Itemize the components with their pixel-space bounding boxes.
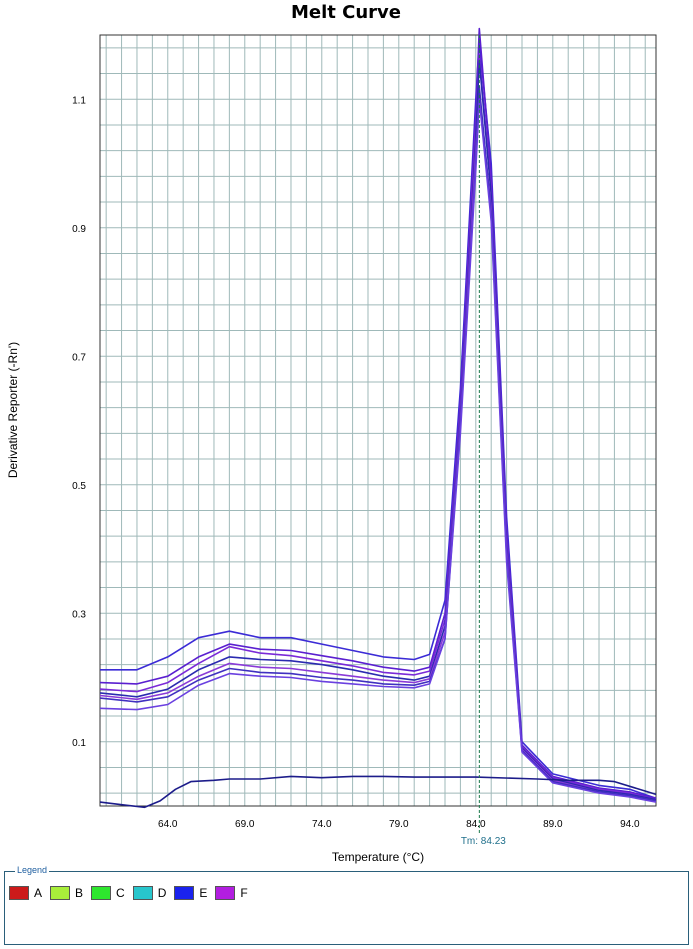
chart-title: Melt Curve — [291, 2, 401, 23]
legend-swatch — [91, 886, 112, 900]
y-axis-ticks: 0.1 0.3 0.5 0.7 0.9 1.1 — [72, 95, 86, 749]
grid — [100, 35, 656, 806]
legend-label: D — [157, 886, 167, 900]
legend-item-a: A — [9, 886, 42, 900]
series-line-4 — [99, 59, 657, 801]
x-axis-label: Temperature (°C) — [332, 850, 424, 864]
legend-item-e: E — [174, 886, 207, 900]
legend-label: A — [34, 886, 43, 900]
legend-label: B — [75, 886, 84, 900]
x-tick-label: 84.0 — [466, 819, 486, 830]
x-tick-label: 64.0 — [158, 819, 178, 830]
y-axis-label: Derivative Reporter (-Rn') — [6, 342, 20, 478]
x-tick-label: 89.0 — [543, 819, 563, 830]
legend-item-f: F — [215, 886, 248, 900]
legend-label: E — [199, 886, 208, 900]
series-line-8 — [99, 775, 657, 809]
x-tick-label: 69.0 — [235, 819, 255, 830]
legend-label: F — [240, 886, 248, 900]
legend-items: A B C D E F — [9, 886, 256, 900]
legend-swatch — [132, 886, 153, 900]
legend-item-b: B — [50, 886, 83, 900]
tm-marker-label: Tm: 84.23 — [461, 836, 506, 847]
y-tick-label: 0.7 — [72, 352, 86, 363]
series-line-5 — [99, 92, 657, 802]
series-line-2 — [99, 27, 657, 800]
legend-swatch — [50, 886, 71, 900]
x-axis-ticks: 64.0 69.0 74.0 79.0 84.0 89.0 94.0 — [158, 819, 640, 830]
legend-item-d: D — [132, 886, 167, 900]
y-tick-label: 0.9 — [72, 224, 86, 235]
legend-item-c: C — [91, 886, 125, 900]
series-line-3 — [99, 53, 657, 801]
y-tick-label: 0.3 — [72, 609, 86, 620]
legend-swatch — [9, 886, 29, 900]
x-tick-label: 94.0 — [620, 819, 640, 830]
series-line-6 — [99, 85, 657, 802]
x-tick-label: 79.0 — [389, 819, 409, 830]
legend-swatch — [215, 886, 236, 900]
melt-curve-chart: Melt Curve Tm: 84.23 64.0 69.0 74.0 79.0 84.… — [6, 2, 657, 864]
legend-title: Legend — [15, 865, 50, 875]
legend-label: C — [116, 886, 125, 900]
series-line-1 — [100, 40, 657, 800]
y-tick-label: 0.5 — [72, 481, 86, 492]
series-line-7 — [99, 98, 657, 803]
legend-swatch — [174, 886, 195, 900]
y-tick-label: 0.1 — [72, 738, 86, 749]
plot-frame — [99, 34, 657, 807]
legend-panel: Legend A B C D E F — [4, 865, 689, 945]
series-group — [99, 27, 657, 809]
y-tick-label: 1.1 — [72, 95, 86, 106]
x-tick-label: 74.0 — [312, 819, 332, 830]
